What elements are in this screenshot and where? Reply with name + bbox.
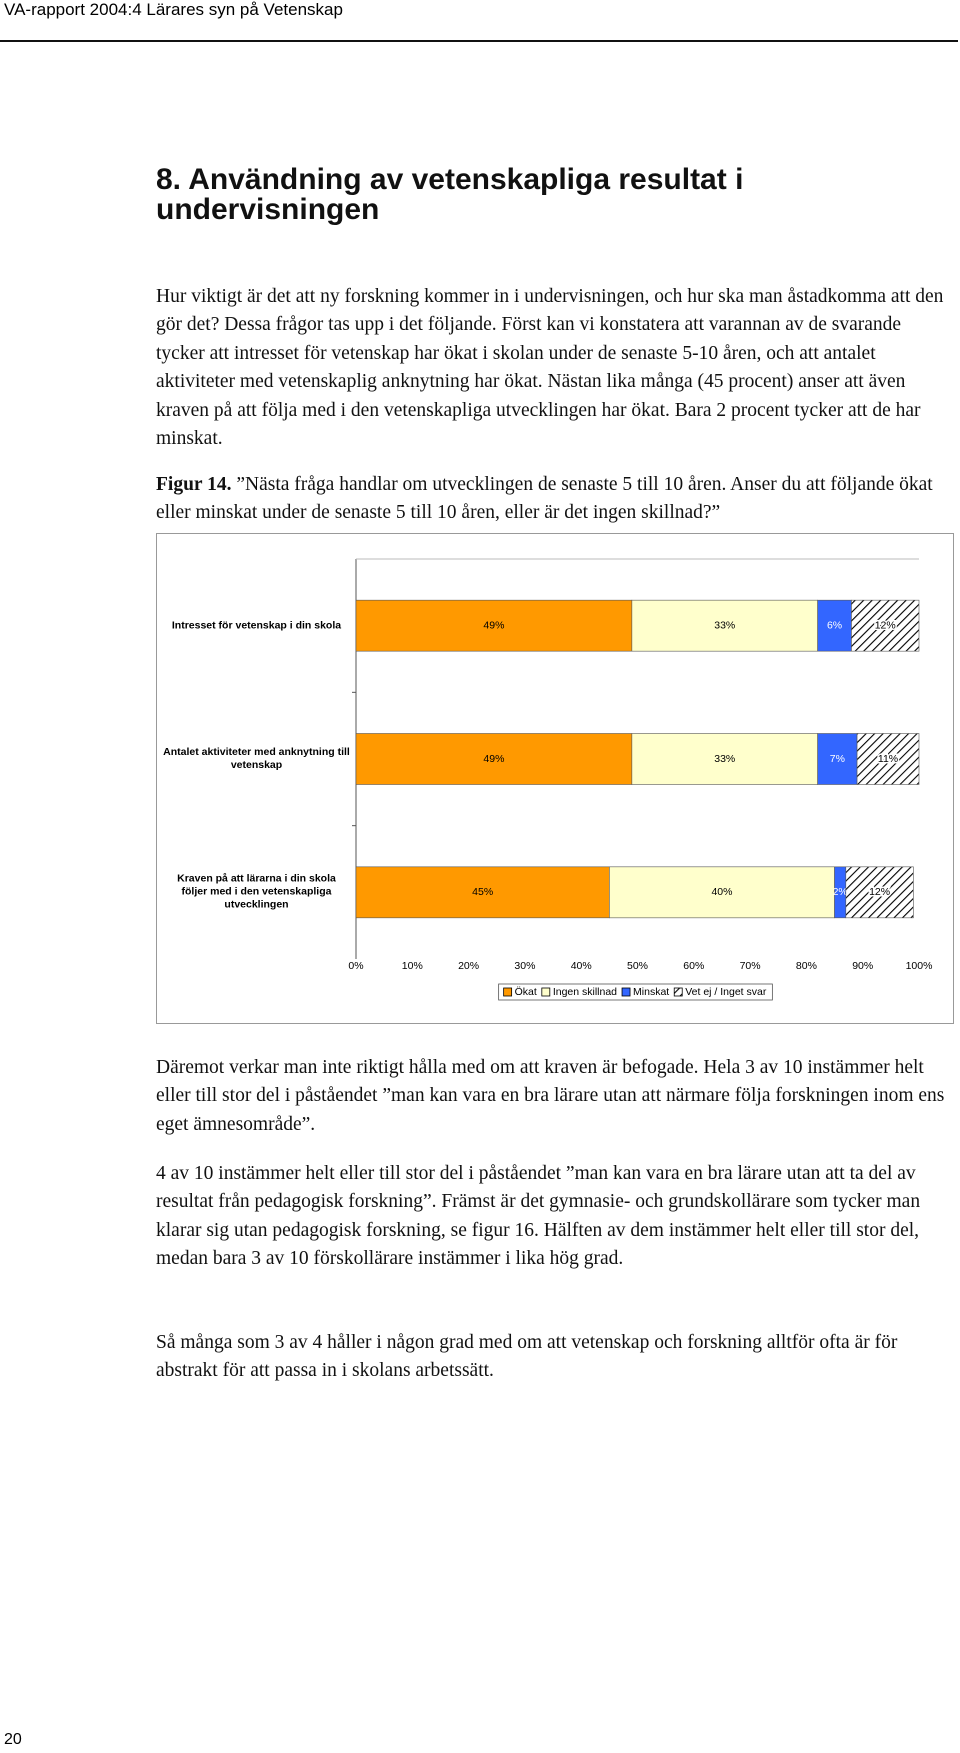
paragraph: 4 av 10 instämmer helt eller till stor d… (156, 1163, 921, 1270)
value-label: 33% (714, 619, 735, 631)
category-label: Kraven på att lärarna i din skola följer… (177, 872, 336, 911)
bar-segment (631, 599, 818, 652)
value-label: 49% (483, 753, 504, 765)
caption-text: ”Nästa fråga handlar om utvecklingen de … (156, 474, 933, 524)
bar-segment (355, 733, 633, 785)
header-rule (0, 40, 958, 42)
legend-box (498, 983, 773, 1001)
chart: 0% 10% 20% 30% 40% 50% 60% 70% 80% 90% 100% 49% 33% 6… (348, 558, 933, 1001)
legend-label: Vet ej / Inget svar (685, 986, 767, 998)
bar-segment (609, 866, 835, 919)
value-label: 49% (483, 619, 504, 631)
value-label: 7% (830, 753, 845, 765)
chart-frame: 0% 10% 20% 30% 40% 50% 60% 70% 80% 90% 100% 49% 33% 6… (156, 533, 954, 1024)
x-tick-label: 80% (796, 960, 817, 972)
bar-segment (631, 733, 818, 785)
x-tick-label: 100% (906, 960, 933, 972)
legend-swatch (673, 987, 683, 997)
bar-segment (355, 599, 633, 652)
bar-segment (817, 599, 852, 652)
legend-swatch (541, 987, 551, 997)
value-label: 11% (878, 753, 898, 765)
caption-label: Figur 14. (156, 474, 232, 495)
figure-caption: Figur 14. ”Nästa fråga handlar om utveck… (156, 471, 956, 528)
category-label: Intresset för vetenskap i din skola (171, 619, 342, 632)
legend-label: Minskat (633, 986, 669, 998)
value-label: 12% (869, 886, 890, 898)
bar-segment (355, 866, 610, 919)
x-tick-label: 20% (458, 960, 479, 972)
legend-swatch (503, 987, 513, 997)
value-label: 33% (714, 753, 735, 765)
paragraph: Hur viktigt är det att ny forskning komm… (156, 286, 944, 450)
legend-label: Ingen skillnad (553, 986, 617, 998)
page-number: 20 (4, 1731, 22, 1748)
paragraph: Så många som 3 av 4 håller i någon grad … (156, 1332, 898, 1382)
x-tick-label: 30% (514, 960, 535, 972)
x-tick-label: 10% (402, 960, 423, 972)
running-header: VA-rapport 2004:4 Lärares syn på Vetensk… (4, 0, 343, 19)
legend-swatch (621, 987, 631, 997)
x-tick-label: 70% (740, 960, 761, 972)
x-tick-label: 60% (683, 960, 704, 972)
section-heading: 8. Användning av vetenskapliga resultat … (156, 163, 744, 226)
legend-label: Ökat (515, 986, 537, 998)
value-label: 40% (711, 886, 732, 898)
bar-segment (845, 866, 914, 919)
x-tick-label: 50% (627, 960, 648, 972)
category-label: Antalet aktiviteter med anknytning till … (163, 746, 350, 771)
bar-segment (856, 733, 920, 785)
paragraph: Däremot verkar man inte riktigt hålla me… (156, 1057, 945, 1135)
value-label: 12% (875, 619, 896, 631)
x-tick-label: 40% (571, 960, 592, 972)
bar-segment (851, 599, 920, 652)
value-label: 6% (827, 619, 842, 631)
x-tick-label: 90% (852, 960, 873, 972)
value-label: 2% (833, 886, 848, 898)
x-tick-label: 0% (348, 960, 363, 972)
value-label: 45% (472, 886, 493, 898)
